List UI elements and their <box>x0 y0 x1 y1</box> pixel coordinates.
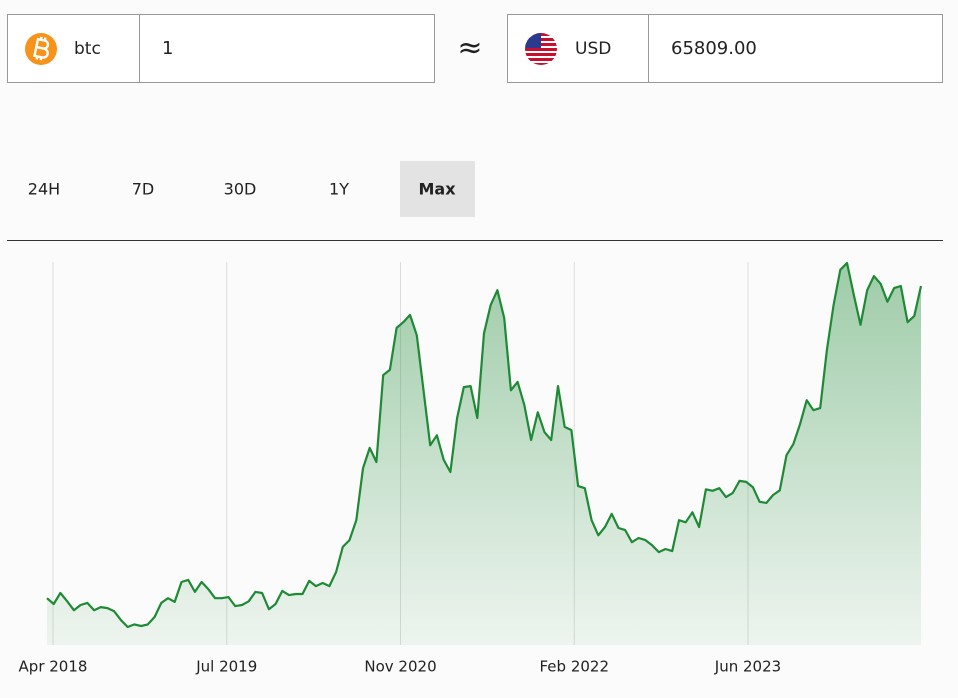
tab[interactable]: 1Y <box>329 180 349 199</box>
tab-active-bg <box>400 161 475 217</box>
to-amount[interactable]: 65809.00 <box>671 38 757 59</box>
x-tick-label: Feb 2022 <box>540 658 610 676</box>
x-tick-label: Nov 2020 <box>364 658 436 676</box>
tab[interactable]: 7D <box>132 180 155 199</box>
from-amount[interactable]: 1 <box>162 38 173 59</box>
btc-glyph <box>33 36 50 61</box>
from-symbol: btc <box>74 39 101 59</box>
tab[interactable]: 24H <box>28 180 60 199</box>
x-tick-label: Jun 2023 <box>714 658 781 676</box>
tab[interactable]: 30D <box>224 180 257 199</box>
tabs: 24H 7D 30D 1Y Max <box>28 161 475 217</box>
usd-flag <box>525 33 557 65</box>
approx-sign: ≈ <box>457 31 482 66</box>
to-currency: USD <box>575 39 611 59</box>
area-fill <box>47 263 921 645</box>
from-field[interactable] <box>7 14 435 83</box>
price-line <box>46 261 923 629</box>
x-tick-label: Jul 2019 <box>195 658 257 676</box>
x-tick-label: Apr 2018 <box>19 658 88 676</box>
from-box[interactable]: btc 1 <box>7 14 435 83</box>
to-field[interactable] <box>507 14 943 83</box>
tab[interactable]: Max <box>418 180 456 199</box>
to-box[interactable]: USD 65809.00 <box>507 14 943 83</box>
chart: Apr 2018 Jul 2019 Nov 2020 Feb 2022 Jun 2023 <box>19 261 923 676</box>
